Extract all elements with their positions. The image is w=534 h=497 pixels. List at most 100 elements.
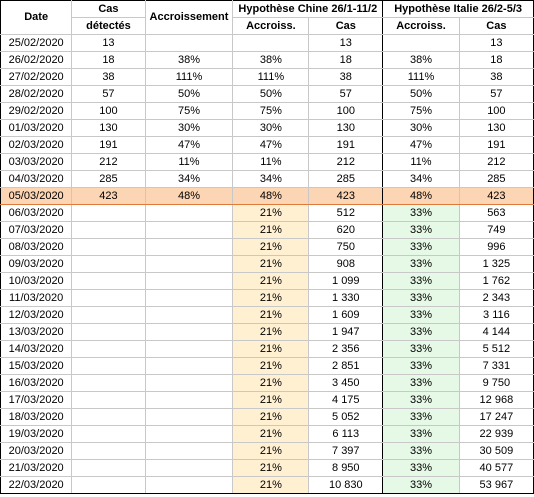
cell-accroissement xyxy=(144,289,234,307)
cell-date: 14/03/2020 xyxy=(0,340,73,358)
cell-italie-cas: 30 509 xyxy=(458,442,534,460)
cell-italie-cas: 40 577 xyxy=(458,459,534,477)
cell-accroissement xyxy=(144,357,234,375)
cell-italie-cas: 17 247 xyxy=(458,408,534,426)
header-hypothese-italie: Hypothèse Italie 26/2-5/3 xyxy=(382,0,534,18)
cell-date: 12/03/2020 xyxy=(0,306,73,324)
header-chine-cas: Cas xyxy=(308,17,384,35)
cell-chine-accroiss: 21% xyxy=(232,459,310,477)
cell-cas-detectes: 57 xyxy=(71,85,146,103)
table-body: 25/02/2020 13 13 13 26/02/2020 18 38% 38% 18 38% 1… xyxy=(0,34,534,494)
cell-chine-accroiss: 38% xyxy=(232,51,310,69)
cell-accroissement xyxy=(144,323,234,341)
table-row: 10/03/2020 21% 1 099 33% 1 762 xyxy=(0,272,534,290)
cell-chine-cas: 100 xyxy=(308,102,384,120)
cell-italie-accroiss: 11% xyxy=(382,153,460,171)
cell-italie-cas: 100 xyxy=(458,102,534,120)
cell-accroissement xyxy=(144,34,234,52)
cell-date: 04/03/2020 xyxy=(0,170,73,188)
cell-chine-accroiss: 21% xyxy=(232,204,310,222)
cell-chine-accroiss: 75% xyxy=(232,102,310,120)
table-row: 03/03/2020 212 11% 11% 212 11% 212 xyxy=(0,153,534,171)
cell-cas-detectes xyxy=(71,255,146,273)
cell-italie-accroiss: 33% xyxy=(382,442,460,460)
cell-accroissement xyxy=(144,442,234,460)
cell-italie-accroiss: 33% xyxy=(382,357,460,375)
cell-chine-cas: 750 xyxy=(308,238,384,256)
table-row: 27/02/2020 38 111% 111% 38 111% 38 xyxy=(0,68,534,86)
cell-date: 21/03/2020 xyxy=(0,459,73,477)
cell-cas-detectes: 285 xyxy=(71,170,146,188)
cell-date: 03/03/2020 xyxy=(0,153,73,171)
cell-accroissement: 47% xyxy=(144,136,234,154)
table-row: 18/03/2020 21% 5 052 33% 17 247 xyxy=(0,408,534,426)
table-row: 12/03/2020 21% 1 609 33% 3 116 xyxy=(0,306,534,324)
cell-chine-cas: 18 xyxy=(308,51,384,69)
cell-cas-detectes xyxy=(71,289,146,307)
cell-date: 06/03/2020 xyxy=(0,204,73,222)
cell-italie-accroiss: 33% xyxy=(382,374,460,392)
cell-italie-accroiss: 33% xyxy=(382,408,460,426)
cell-chine-cas: 4 175 xyxy=(308,391,384,409)
cell-chine-cas: 423 xyxy=(308,187,384,205)
cell-chine-cas: 5 052 xyxy=(308,408,384,426)
cell-italie-cas: 1 762 xyxy=(458,272,534,290)
cell-italie-cas: 5 512 xyxy=(458,340,534,358)
cell-chine-accroiss: 47% xyxy=(232,136,310,154)
cell-chine-cas: 7 397 xyxy=(308,442,384,460)
cell-chine-cas: 212 xyxy=(308,153,384,171)
table-row-highlighted: 05/03/2020 423 48% 48% 423 48% 423 xyxy=(0,187,534,205)
cell-cas-detectes: 130 xyxy=(71,119,146,137)
cell-date: 29/02/2020 xyxy=(0,102,73,120)
cell-italie-accroiss: 33% xyxy=(382,272,460,290)
cell-italie-cas: 749 xyxy=(458,221,534,239)
cell-chine-accroiss: 21% xyxy=(232,391,310,409)
cell-chine-cas: 6 113 xyxy=(308,425,384,443)
cell-chine-cas: 1 947 xyxy=(308,323,384,341)
cell-chine-accroiss: 21% xyxy=(232,289,310,307)
cell-italie-accroiss: 30% xyxy=(382,119,460,137)
cell-cas-detectes xyxy=(71,204,146,222)
cell-italie-cas: 191 xyxy=(458,136,534,154)
cell-accroissement xyxy=(144,306,234,324)
table-row: 11/03/2020 21% 1 330 33% 2 343 xyxy=(0,289,534,307)
cell-italie-accroiss: 38% xyxy=(382,51,460,69)
cell-date: 26/02/2020 xyxy=(0,51,73,69)
table-row: 19/03/2020 21% 6 113 33% 22 939 xyxy=(0,425,534,443)
cell-italie-accroiss: 50% xyxy=(382,85,460,103)
header-hypothese-chine: Hypothèse Chine 26/1-11/2 xyxy=(232,0,384,18)
cell-chine-cas: 57 xyxy=(308,85,384,103)
header-accroissement: Accroissement xyxy=(144,0,234,35)
cell-accroissement xyxy=(144,425,234,443)
cell-chine-accroiss: 48% xyxy=(232,187,310,205)
cell-cas-detectes xyxy=(71,442,146,460)
cell-chine-accroiss: 21% xyxy=(232,221,310,239)
table-row: 22/03/2020 21% 10 830 33% 53 967 xyxy=(0,476,534,494)
cell-cas-detectes xyxy=(71,221,146,239)
cell-chine-accroiss: 21% xyxy=(232,340,310,358)
cell-italie-accroiss: 33% xyxy=(382,204,460,222)
header-date: Date xyxy=(0,0,73,35)
cell-cas-detectes: 38 xyxy=(71,68,146,86)
cell-accroissement: 48% xyxy=(144,187,234,205)
cell-date: 11/03/2020 xyxy=(0,289,73,307)
cell-italie-accroiss: 33% xyxy=(382,289,460,307)
cell-chine-cas: 13 xyxy=(308,34,384,52)
cell-accroissement xyxy=(144,391,234,409)
cell-italie-cas: 4 144 xyxy=(458,323,534,341)
table-row: 04/03/2020 285 34% 34% 285 34% 285 xyxy=(0,170,534,188)
table-row: 16/03/2020 21% 3 450 33% 9 750 xyxy=(0,374,534,392)
cell-date: 22/03/2020 xyxy=(0,476,73,494)
cell-italie-cas: 18 xyxy=(458,51,534,69)
cell-accroissement xyxy=(144,340,234,358)
cell-italie-accroiss: 33% xyxy=(382,391,460,409)
cell-date: 19/03/2020 xyxy=(0,425,73,443)
cell-date: 20/03/2020 xyxy=(0,442,73,460)
cell-date: 28/02/2020 xyxy=(0,85,73,103)
cell-cas-detectes xyxy=(71,238,146,256)
cell-date: 18/03/2020 xyxy=(0,408,73,426)
header-cas-detectes-line2: détectés xyxy=(71,17,146,35)
cell-chine-cas: 1 609 xyxy=(308,306,384,324)
cell-accroissement xyxy=(144,255,234,273)
